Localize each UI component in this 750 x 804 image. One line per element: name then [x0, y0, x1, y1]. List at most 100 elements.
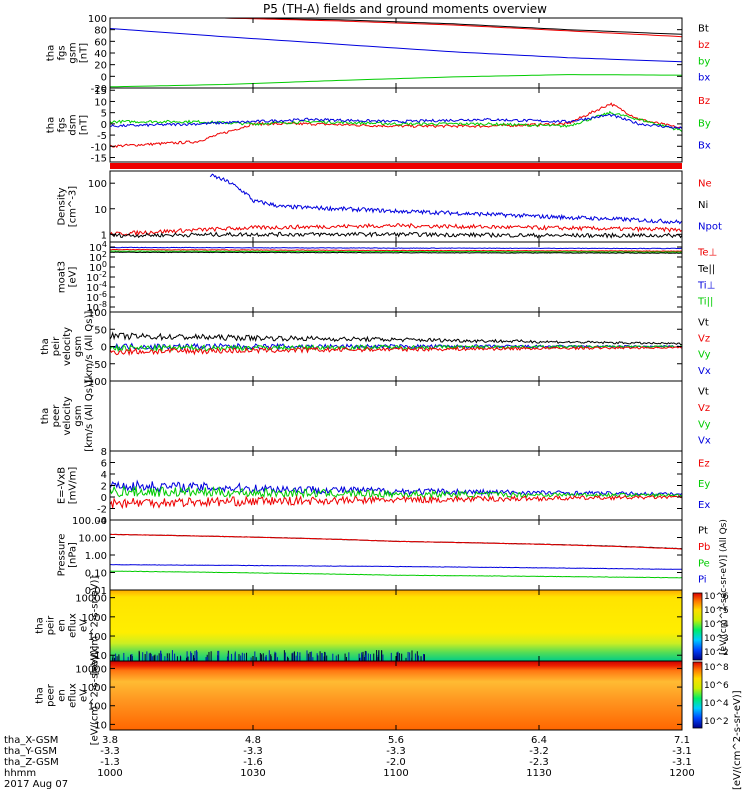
y-axis-label: fgs — [57, 45, 68, 60]
tick-label: -15 — [91, 154, 107, 165]
spectrogram-speckle — [142, 652, 144, 661]
spectrogram-speckle — [364, 654, 366, 661]
spectrogram-speckle — [176, 656, 178, 661]
spectrogram-speckle — [287, 656, 289, 661]
spectrogram-speckle — [130, 654, 132, 661]
series-line-Pe — [109, 570, 683, 579]
y-axis-label: eV — [79, 619, 90, 632]
y-axis-label: tha — [35, 617, 46, 633]
series-line-Vt — [109, 331, 683, 346]
y-axis-label: peer — [51, 404, 62, 428]
colorbar-label-ions: [eV/(cm^2-sec-sr-eV)] (All Qs) — [719, 519, 729, 655]
legend-entry-Pe: Pe — [698, 558, 710, 569]
panel-frame — [109, 519, 683, 591]
spectrogram-speckle — [123, 652, 125, 661]
panel-p5: 100 50 0 -50 -100 tha peir velocity gsm [km/s (Al… — [40, 308, 711, 388]
tick-label: 1000 — [82, 683, 107, 694]
series-line-by — [109, 74, 683, 88]
legend-entry-Ne: Ne — [698, 179, 712, 190]
spectrogram-speckle — [149, 652, 151, 661]
spectrogram-speckle — [196, 654, 198, 661]
footer-row-label: tha_X-GSM — [4, 735, 58, 746]
legend-entry-bx: bx — [698, 73, 710, 84]
spectrogram-speckle — [240, 655, 242, 661]
spectrogram-speckle — [324, 651, 326, 661]
spectrogram-speckle — [127, 656, 129, 661]
y-axis-label: eflux — [68, 683, 79, 708]
y-axis-label: tha — [40, 408, 51, 424]
spectrogram-speckle — [116, 656, 118, 661]
tick-label: 5 — [101, 109, 107, 120]
legend-entry-Npot: Npot — [698, 222, 722, 233]
spectrogram-speckle — [369, 654, 371, 661]
tick-label: 0.10 — [85, 569, 107, 580]
tick-label: 1000 — [82, 613, 107, 624]
y-axis-label: peer — [46, 683, 57, 707]
spectrogram-speckle — [365, 651, 367, 661]
colorbar-tick: 10^6 — [704, 592, 729, 602]
tick-label: 0.01 — [85, 586, 107, 597]
colorbar-electrons: 10^8 10^6 10^4 10^2 — [692, 661, 729, 729]
colorbar-tick: 10^2 — [704, 717, 729, 727]
y-axis-label: Pressure — [57, 534, 68, 577]
tick-label: -50 — [91, 360, 107, 371]
spectrogram-speckle — [180, 656, 182, 661]
spectrogram-speckle — [377, 656, 379, 661]
spectrogram-speckle — [416, 651, 418, 661]
legend-entry-Vx: Vx — [698, 366, 711, 377]
spectrogram-speckle — [319, 651, 321, 661]
spectrogram-speckle — [360, 657, 362, 661]
spectrogram-speckle — [270, 654, 272, 661]
footer-row-label: tha_Y-GSM — [4, 746, 57, 757]
footer-value: -3.3 — [386, 746, 406, 757]
ephemeris-footer: tha_X-GSM tha_Y-GSM tha_Z-GSM hhmm 2017 … — [4, 735, 695, 790]
legend-entry-Vx: Vx — [698, 436, 711, 447]
tick-label: 100 — [88, 308, 107, 319]
y-axis-label: peir — [46, 615, 57, 635]
legend-entry-by: by — [698, 56, 710, 67]
legend-entry-By: By — [698, 118, 711, 129]
legend-entry-Bt: Bt — [698, 24, 709, 35]
spectrogram-speckle — [234, 651, 236, 661]
series-line-Pb — [110, 533, 683, 550]
y-axis-label: gsm — [73, 405, 84, 426]
tick-label: 0 — [101, 72, 107, 83]
spectrogram-speckle — [418, 655, 420, 661]
y-axis-label: [nT] — [79, 115, 90, 135]
y-axis-label: peir — [51, 336, 62, 356]
tick-label: -20 — [91, 84, 107, 95]
y-axis-label: [km/s (All Qs)] — [84, 311, 95, 383]
spectrogram-speckle — [358, 653, 360, 661]
spectrogram-speckle — [151, 656, 153, 661]
spectrogram-speckle — [367, 653, 369, 661]
footer-value: 1100 — [383, 768, 408, 779]
series-line-Te|| — [109, 251, 683, 254]
series-line-bx — [109, 28, 683, 63]
legend-entry-Vz: Vz — [698, 403, 710, 414]
spectrogram-speckle — [326, 655, 328, 661]
panel-frame — [109, 380, 683, 452]
spectrogram-speckle — [167, 657, 169, 661]
tick-label: 6 — [101, 459, 107, 470]
y-axis-label: [nPa] — [68, 542, 79, 568]
panel-frame — [109, 17, 683, 89]
footer-value: -1.6 — [243, 757, 263, 768]
panel-p10: 10000 1000 100 10 tha peer en eflux eV [eV/(cm^2-… — [35, 646, 683, 745]
colorbar-tick: 10^5 — [704, 606, 729, 616]
legend-entry-Ni: Ni — [698, 200, 708, 211]
tick-label: -100 — [84, 377, 107, 388]
spectrogram-speckle — [217, 650, 219, 661]
colorbar-tick: 10^4 — [704, 699, 729, 709]
footer-value: 1130 — [526, 768, 551, 779]
y-axis-label: tha — [40, 338, 51, 354]
spectrogram-speckle — [332, 653, 334, 661]
tick-label: 10 — [94, 97, 107, 108]
spectrogram-speckle — [306, 650, 308, 661]
tick-label: 2 — [101, 482, 107, 493]
spectrogram-speckle — [238, 654, 240, 661]
spectrogram-speckle — [156, 655, 158, 661]
chart-title: P5 (TH-A) fields and ground moments over… — [263, 2, 547, 16]
y-axis-label: moat3 — [57, 261, 68, 293]
series-line-By — [109, 110, 683, 133]
